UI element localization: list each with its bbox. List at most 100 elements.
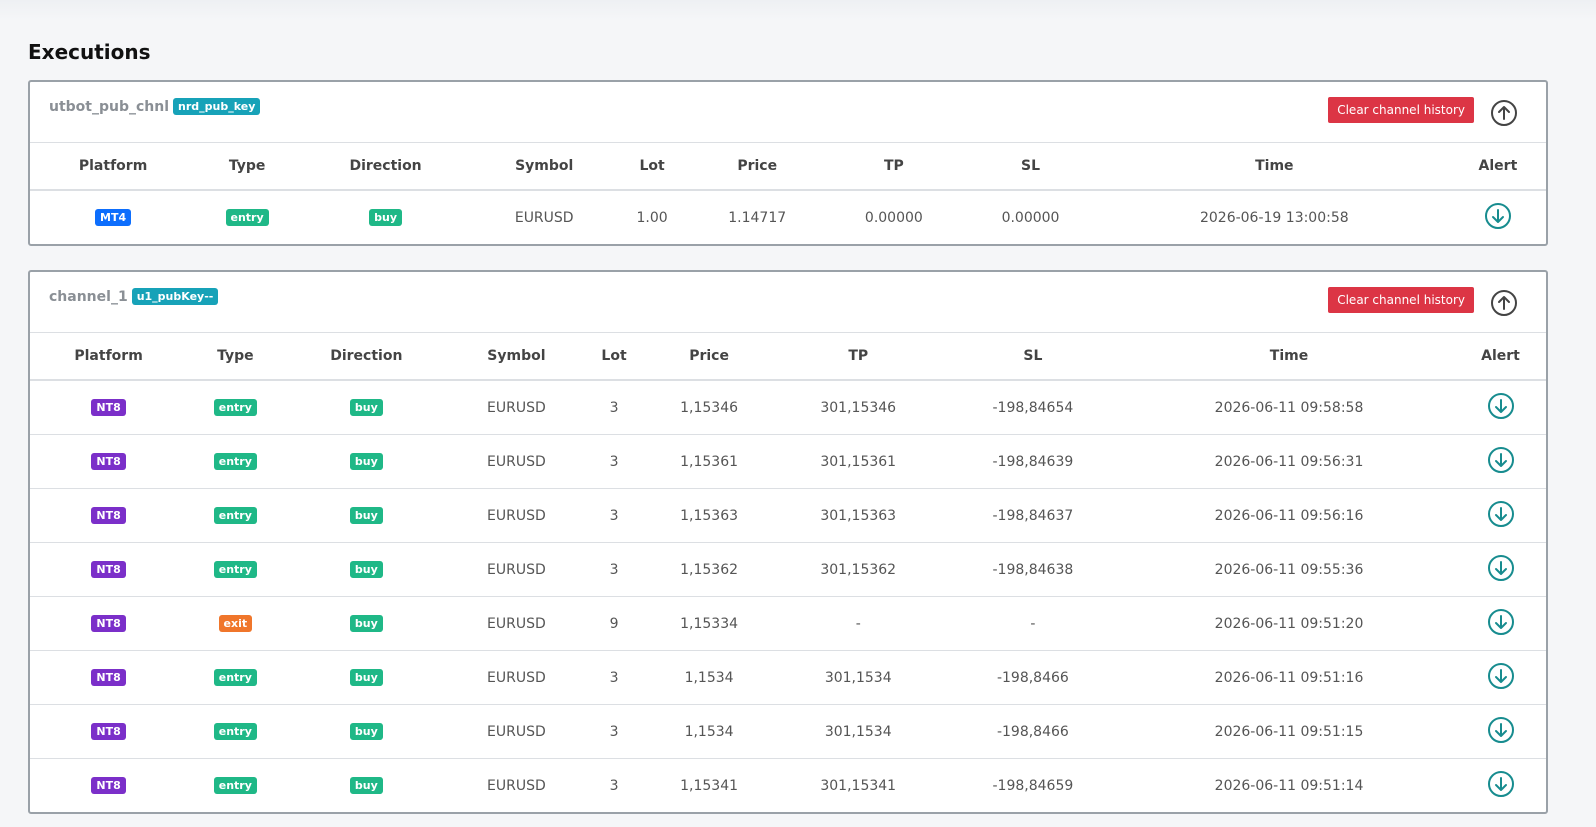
alert-button-icon: [1487, 716, 1514, 743]
badge: buy: [349, 507, 383, 524]
alert-button[interactable]: [1484, 202, 1512, 234]
alert-button[interactable]: [1487, 446, 1515, 478]
cell: 2026-06-11 09:56:16: [1123, 488, 1455, 543]
cell: 1,15362: [644, 542, 774, 597]
cell: entry: [187, 650, 284, 705]
cell: 1,1534: [644, 704, 774, 759]
cell: buy: [283, 434, 450, 489]
alert-cell: [1455, 704, 1546, 759]
alert-cell: [1455, 542, 1546, 597]
column-header: Platform: [30, 143, 197, 191]
column-header: Direction: [283, 333, 450, 381]
column-header: TP: [773, 333, 943, 381]
collapse-button[interactable]: [1490, 289, 1518, 321]
clear-history-button[interactable]: Clear channel history: [1328, 97, 1474, 123]
cell: 3: [609, 777, 619, 794]
alert-button[interactable]: [1487, 554, 1515, 586]
alert-cell: [1455, 380, 1546, 435]
badge: buy: [349, 399, 383, 416]
execution-row: NT8 entry buy EURUSD 3 1,15363 301,15363 -198,8…: [30, 488, 1546, 543]
cell: -: [942, 596, 1124, 651]
cell: 301,15341: [820, 777, 897, 794]
alert-button[interactable]: [1487, 608, 1515, 640]
cell: -198,84654: [942, 380, 1124, 435]
cell: buy: [283, 488, 450, 543]
cell: 2026-06-11 09:51:14: [1214, 777, 1364, 794]
column-header: Lot: [615, 143, 689, 191]
cell: EURUSD: [487, 777, 546, 794]
execution-row: NT8 entry buy EURUSD 3 1,1534 301,1534 -198,846…: [30, 650, 1546, 705]
cell: -198,84638: [942, 542, 1124, 597]
alert-button[interactable]: [1487, 392, 1515, 424]
cell: entry: [187, 488, 284, 543]
badge: entry: [213, 561, 257, 578]
alert-button-icon: [1487, 608, 1514, 635]
cell: -198,84637: [942, 488, 1124, 543]
cell: 1,15363: [644, 488, 774, 543]
badge: buy: [349, 615, 383, 632]
column-header: Alert: [1455, 333, 1546, 381]
cell: -198,84659: [992, 777, 1074, 794]
page-title: Executions: [28, 40, 151, 64]
cell: buy: [284, 759, 450, 813]
cell: 1,1534: [644, 650, 774, 705]
cell: buy: [298, 190, 473, 244]
table-body: NT8 entry buy EURUSD 3 1,15346 301,15346 -198,8…: [30, 380, 1546, 812]
column-header: Time: [1123, 333, 1455, 381]
badge: NT8: [91, 615, 126, 632]
cell: -198,8466: [942, 650, 1124, 705]
cell: entry: [187, 542, 284, 597]
alert-cell: [1455, 650, 1546, 705]
collapse-button[interactable]: [1490, 99, 1518, 131]
channel-card: utbot_pub_chnl nrd_pub_key Clear channel h…: [28, 80, 1548, 246]
cell: NT8: [30, 650, 188, 705]
cell: 301,1534: [773, 650, 943, 705]
alert-cell: [1455, 488, 1546, 543]
alert-button-icon: [1484, 202, 1511, 229]
badge: buy: [349, 723, 383, 740]
cell: buy: [283, 380, 450, 435]
badge: NT8: [91, 669, 126, 686]
cell: 3: [583, 488, 645, 543]
cell: MT4: [30, 190, 196, 244]
cell: 1,15346: [644, 380, 774, 435]
cell: entry: [187, 380, 284, 435]
badge: entry: [213, 453, 257, 470]
cell: buy: [283, 704, 450, 759]
alert-button-icon: [1487, 500, 1514, 527]
column-header: Type: [196, 143, 298, 191]
cell: exit: [187, 596, 284, 651]
alert-cell: [1455, 434, 1546, 489]
alert-button[interactable]: [1487, 716, 1515, 748]
execution-row: NT8 entry buy EURUSD 3 1,1534 301,1534 -198,846…: [30, 704, 1546, 759]
cell: 301,15361: [773, 434, 943, 489]
cell: 2026-06-11 09:55:36: [1123, 542, 1455, 597]
cell: EURUSD: [449, 542, 584, 597]
execution-row: NT8 entry buy EURUSD 3 1,15346 301,15346 -198,8…: [30, 380, 1546, 435]
cell: 1,15361: [644, 434, 774, 489]
badge: entry: [213, 723, 257, 740]
collapse-button-icon: [1491, 100, 1517, 126]
column-header: Price: [688, 143, 826, 191]
column-header: Price: [644, 333, 774, 381]
badge: buy: [369, 209, 402, 226]
cell: EURUSD: [514, 209, 574, 226]
cell: entry: [187, 704, 284, 759]
alert-cell: [1455, 759, 1546, 813]
cell: entry: [187, 434, 284, 489]
clear-history-button[interactable]: Clear channel history: [1328, 287, 1474, 313]
alert-button-icon: [1487, 554, 1514, 581]
cell: 1.14717: [728, 209, 787, 226]
cell: NT8: [30, 596, 188, 651]
execution-row: NT8 entry buy EURUSD 3 1,15361 301,15361 -198,8…: [30, 434, 1546, 489]
alert-button[interactable]: [1487, 770, 1515, 802]
alert-button[interactable]: [1487, 662, 1515, 694]
cell: 2026-06-11 09:58:58: [1123, 380, 1455, 435]
badge: buy: [349, 453, 383, 470]
card-header: channel_1 u1_pubKey-- Clear channel histor…: [30, 272, 1546, 333]
executions-table: Platform Type Direction Symbol Lot Price TP SL T…: [30, 143, 1546, 244]
alert-button[interactable]: [1487, 500, 1515, 532]
table-head: Platform Type Direction Symbol Lot Price TP SL T…: [30, 333, 1546, 381]
badge: exit: [218, 615, 253, 632]
channel-label: channel_1 u1_pubKey--: [49, 288, 219, 305]
